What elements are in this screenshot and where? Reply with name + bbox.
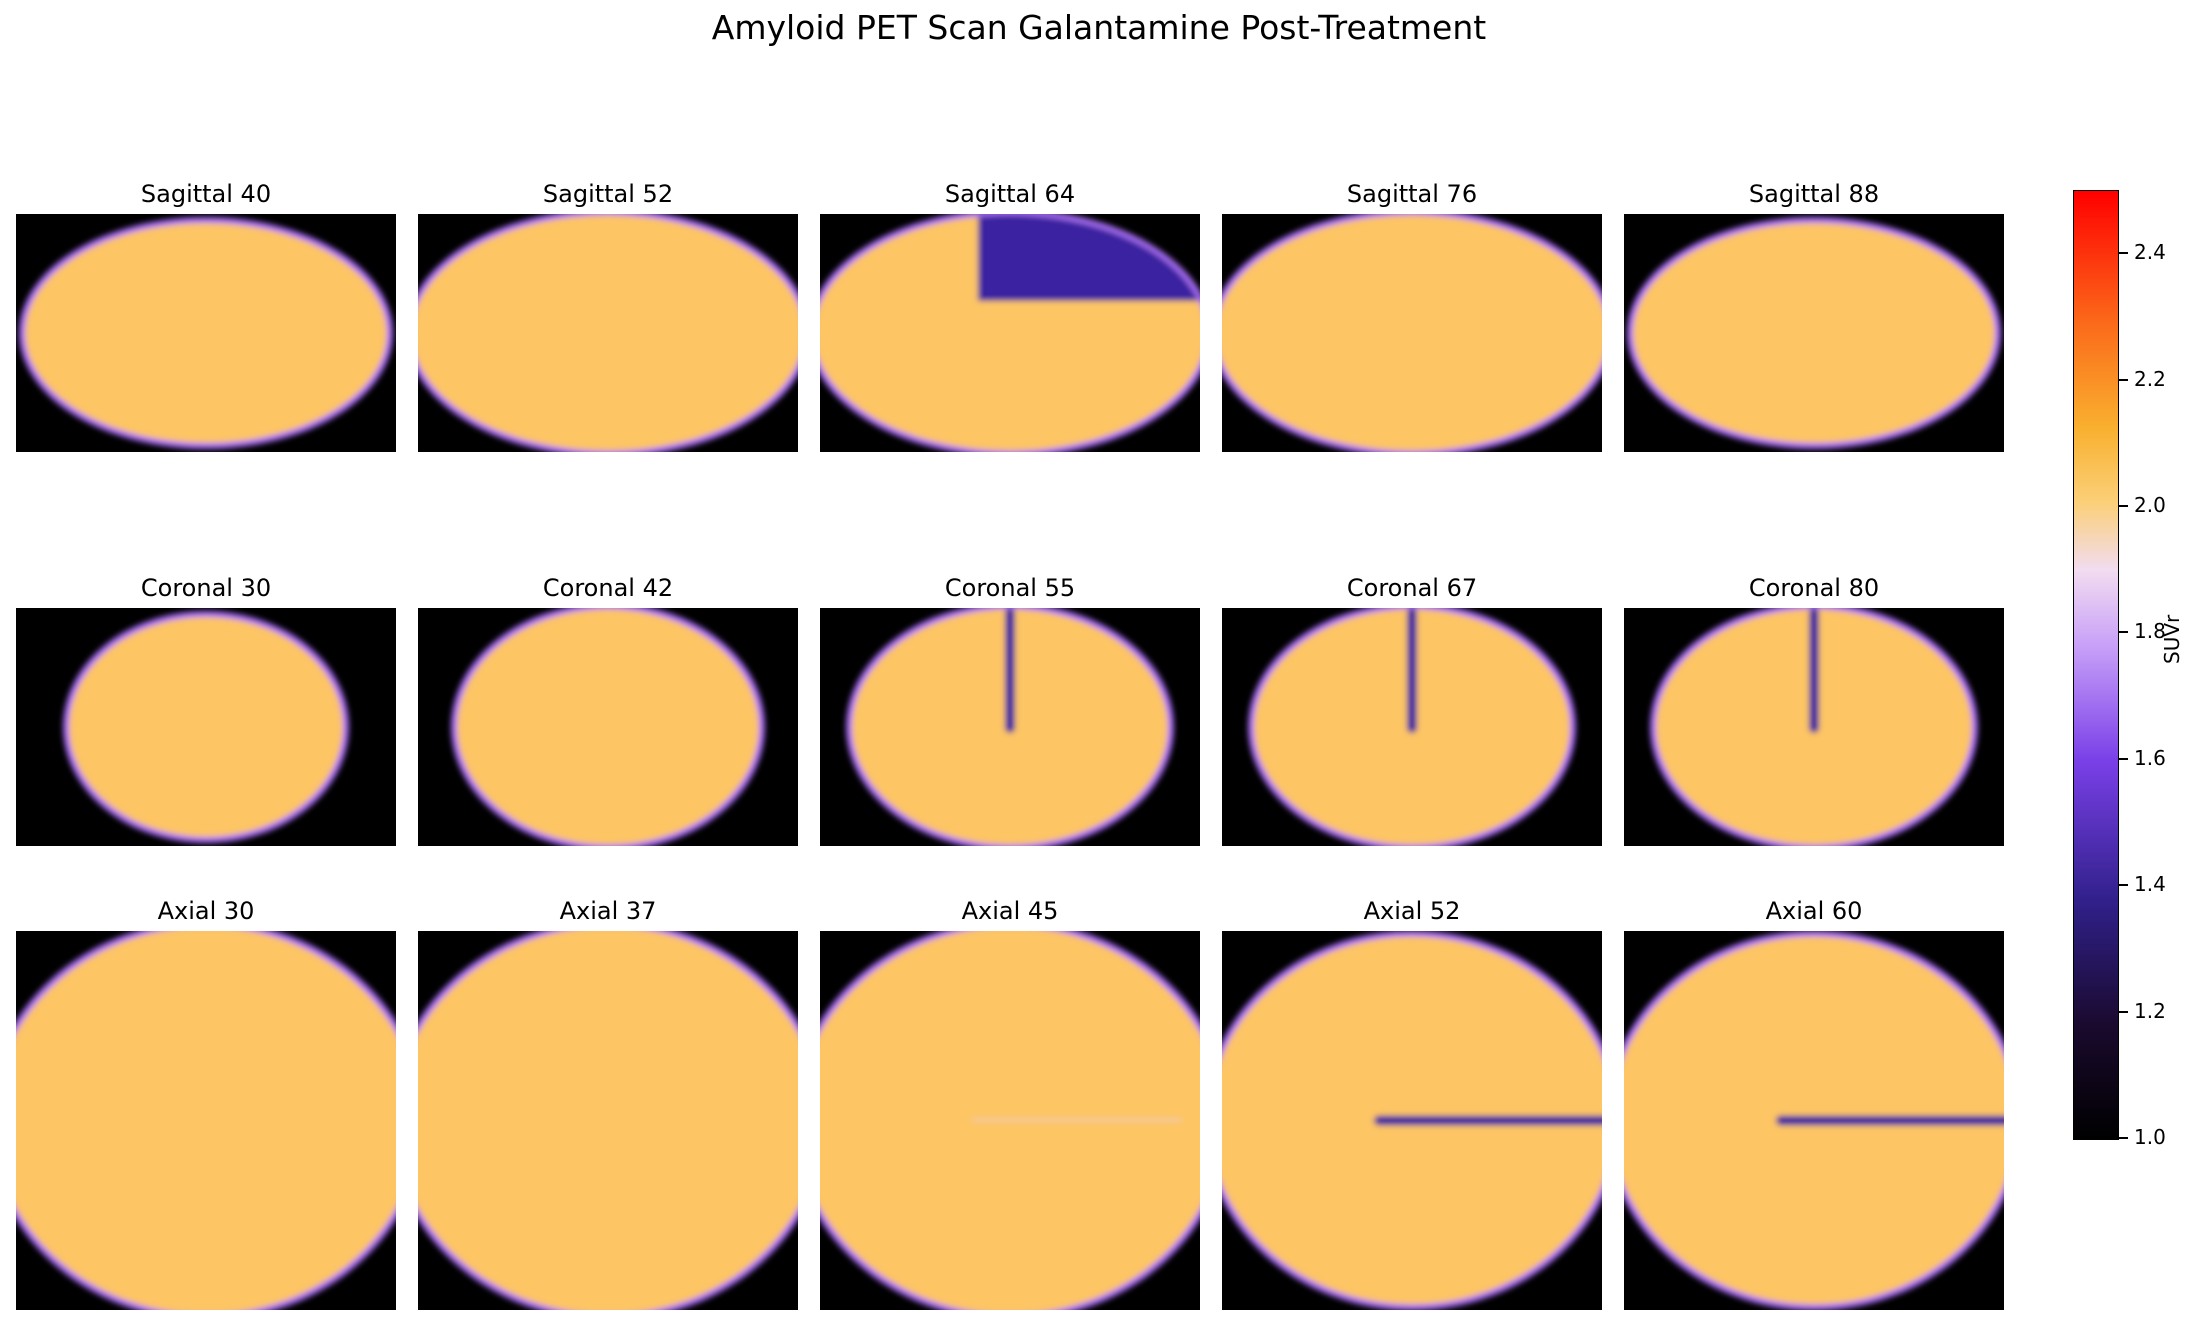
scan-image — [418, 931, 798, 1310]
panel-title: Axial 45 — [961, 897, 1059, 925]
panel-title: Coronal 55 — [944, 574, 1076, 602]
scan-image — [1222, 931, 1602, 1310]
colorbar-label: SUVr — [2160, 614, 2184, 664]
scan-panel-axial — [820, 931, 1200, 1310]
panel-title: Sagittal 64 — [944, 180, 1076, 208]
scan-image — [820, 931, 1200, 1310]
colorbar-tick — [2118, 884, 2128, 887]
scan-panel-sagittal — [820, 214, 1200, 452]
brain-tissue — [457, 609, 759, 845]
colorbar-tick — [2118, 252, 2128, 255]
brain-tissue — [1633, 223, 1995, 443]
colorbar-tick — [2118, 1137, 2128, 1139]
scan-image — [820, 214, 1200, 452]
figure-title: Amyloid PET Scan Galantamine Post-Treatm… — [711, 8, 1487, 47]
colorbar-tick-label: 2.2 — [2134, 366, 2166, 391]
panel-title: Sagittal 40 — [140, 180, 272, 208]
scan-panel-axial — [16, 931, 396, 1310]
colorbar-tick-label: 1.0 — [2134, 1125, 2166, 1149]
scan-image — [1624, 931, 2004, 1310]
colorbar-tick-label: 2.0 — [2134, 493, 2166, 517]
colorbar-tick-label: 1.4 — [2134, 872, 2166, 897]
panel-title: Axial 30 — [157, 897, 255, 925]
colorbar-tick — [2118, 378, 2128, 381]
colorbar-tick — [2118, 631, 2128, 634]
scan-panel-coronal — [1624, 608, 2004, 846]
scan-panel-coronal — [1222, 608, 1602, 846]
scan-image — [1627, 217, 2001, 449]
scan-panel-coronal — [16, 608, 396, 846]
slit — [1776, 1115, 2004, 1126]
brain-tissue — [418, 215, 798, 451]
brain-tissue — [69, 617, 343, 837]
scan-panel-axial — [418, 931, 798, 1310]
scan-image — [1222, 214, 1602, 452]
slit — [1809, 608, 1819, 733]
panel-title: Coronal 67 — [1346, 574, 1478, 602]
panel-title: Coronal 80 — [1748, 574, 1880, 602]
scan-panel-sagittal — [16, 214, 396, 452]
scan-panel-axial — [1222, 931, 1602, 1310]
panel-title: Sagittal 88 — [1748, 180, 1880, 208]
faint-line — [972, 1118, 1182, 1122]
brain-tissue — [16, 931, 396, 1310]
brain-tissue — [25, 223, 387, 443]
scan-image — [846, 608, 1174, 846]
scan-panel-sagittal — [1222, 214, 1602, 452]
scan-image — [1650, 608, 1978, 846]
panel-title: Axial 37 — [559, 897, 657, 925]
scan-panel-coronal — [418, 608, 798, 846]
scan-image — [63, 611, 349, 843]
scan-panel-sagittal — [418, 214, 798, 452]
colorbar-tick-label: 1.6 — [2134, 745, 2166, 770]
panel-title: Sagittal 52 — [542, 180, 674, 208]
panel-title: Coronal 42 — [542, 574, 674, 602]
scan-image — [418, 214, 798, 452]
colorbar-tick — [2118, 505, 2128, 507]
brain-tissue — [1222, 215, 1602, 451]
slit — [1374, 1115, 1602, 1126]
colorbar-tick-label: 1.8 — [2134, 619, 2166, 644]
brain-tissue — [418, 931, 798, 1310]
slit — [1005, 608, 1015, 733]
scan-panel-axial — [1624, 931, 2004, 1310]
panel-title: Coronal 30 — [140, 574, 272, 602]
colorbar-tick — [2118, 757, 2128, 760]
scan-image — [16, 931, 396, 1310]
scan-image — [451, 608, 765, 846]
scan-panel-coronal — [820, 608, 1200, 846]
colorbar — [2073, 190, 2119, 1140]
scan-panel-sagittal — [1624, 214, 2004, 452]
colorbar-tick-label: 1.2 — [2134, 998, 2166, 1023]
scan-image — [19, 217, 393, 449]
scan-image — [1248, 608, 1576, 846]
slit — [1407, 608, 1417, 733]
colorbar-tick — [2118, 1010, 2128, 1013]
panel-title: Sagittal 76 — [1346, 180, 1478, 208]
panel-title: Axial 52 — [1363, 897, 1461, 925]
colorbar-tick-label: 2.4 — [2134, 240, 2166, 265]
panel-title: Axial 60 — [1765, 897, 1863, 925]
